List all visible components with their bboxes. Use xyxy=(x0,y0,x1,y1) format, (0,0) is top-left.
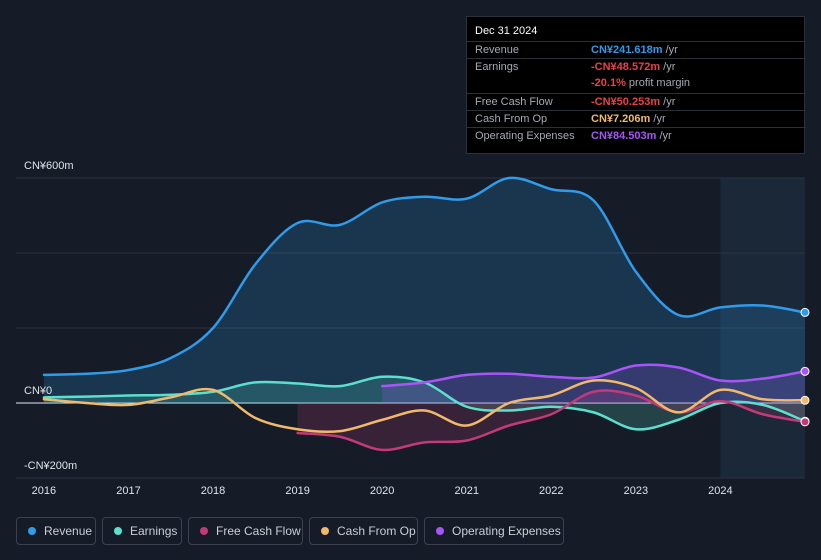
x-tick-label: 2023 xyxy=(623,485,649,497)
tooltip-row-value: -CN¥50.253m /yr xyxy=(591,96,675,108)
tooltip-value-unit: /yr xyxy=(656,130,672,142)
earnings-area xyxy=(43,376,806,430)
y-label-bottom: -CN¥200m xyxy=(24,460,78,472)
x-tick-label: 2020 xyxy=(369,485,395,497)
x-tick-label: 2022 xyxy=(539,485,564,497)
x-tick-label: 2024 xyxy=(708,485,733,497)
tooltip-row: Free Cash Flow -CN¥50.253m /yr xyxy=(467,93,806,111)
legend-item-earnings[interactable]: Earnings xyxy=(102,517,182,545)
free-cash-flow-line xyxy=(296,389,807,452)
legend-label: Revenue xyxy=(44,524,93,538)
tooltip-row-value: -20.1% profit margin xyxy=(591,77,690,89)
tooltip-value-text: -CN¥48.572m xyxy=(591,61,661,73)
tooltip-row: Cash From Op CN¥7.206m /yr xyxy=(467,110,806,128)
tooltip-value-unit: /yr xyxy=(660,61,676,73)
tooltip-row-value: CN¥7.206m /yr xyxy=(591,113,666,125)
legend-dot-icon xyxy=(321,527,329,535)
legend-item-cash-from-op[interactable]: Cash From Op xyxy=(309,517,418,545)
x-tick-label: 2021 xyxy=(454,485,479,497)
legend-dot-icon xyxy=(200,527,208,535)
free-cash-flow-area xyxy=(297,390,805,450)
tooltip-value-unit: /yr xyxy=(650,113,666,125)
tooltip-row-label: Operating Expenses xyxy=(475,130,575,142)
tooltip-row: Earnings -CN¥48.572m /yr xyxy=(467,58,806,76)
legend-item-operating-expenses[interactable]: Operating Expenses xyxy=(424,517,564,545)
legend-dot-icon xyxy=(28,527,36,535)
tooltip-row-label: Free Cash Flow xyxy=(475,96,553,108)
cash-from-op-line xyxy=(42,378,807,434)
tooltip-value-unit: profit margin xyxy=(625,77,691,89)
tooltip-date: Dec 31 2024 xyxy=(475,25,538,37)
tooltip-row-label: Earnings xyxy=(475,61,519,73)
tooltip-value-text: CN¥84.503m xyxy=(591,130,657,142)
revenue-line xyxy=(42,176,807,377)
x-tick-label: 2017 xyxy=(116,485,141,497)
tooltip-row-value: CN¥84.503m /yr xyxy=(591,130,672,142)
tooltip-row: Revenue CN¥241.618m /yr xyxy=(467,41,806,59)
tooltip-row-label: Revenue xyxy=(475,44,520,56)
y-label-top: CN¥600m xyxy=(24,160,74,172)
tooltip-value-text: CN¥7.206m xyxy=(591,113,651,125)
revenue-end-dot xyxy=(800,307,810,317)
legend-dot-icon xyxy=(436,527,444,535)
x-tick-label: 2016 xyxy=(31,485,57,497)
tooltip-value-unit: /yr xyxy=(660,96,676,108)
tooltip-row-value: -CN¥48.572m /yr xyxy=(591,61,675,73)
legend-item-revenue[interactable]: Revenue xyxy=(16,517,96,545)
free-cash-flow-end-dot xyxy=(800,417,810,427)
legend-label: Operating Expenses xyxy=(452,524,561,538)
operating-expenses-end-dot xyxy=(800,366,810,376)
operating-expenses-line xyxy=(380,363,807,388)
tooltip-value-text: CN¥241.618m xyxy=(591,44,663,56)
tooltip-value-text: -20.1% xyxy=(591,77,626,89)
legend-label: Cash From Op xyxy=(337,524,416,538)
series-end-dots xyxy=(800,307,810,427)
legend-label: Free Cash Flow xyxy=(216,524,301,538)
legend-item-free-cash-flow[interactable]: Free Cash Flow xyxy=(188,517,303,545)
legend-label: Earnings xyxy=(130,524,178,538)
tooltip-value-unit: /yr xyxy=(662,44,678,56)
tooltip-row: Operating Expenses CN¥84.503m /yr xyxy=(467,127,806,145)
x-tick-label: 2018 xyxy=(200,485,226,497)
series-lines xyxy=(42,176,807,452)
y-label-zero: CN¥0 xyxy=(24,385,53,397)
revenue-area xyxy=(43,177,806,403)
tooltip-value-text: -CN¥50.253m xyxy=(591,96,661,108)
tooltip-row-label: Cash From Op xyxy=(475,113,548,125)
x-tick-label: 2019 xyxy=(285,485,310,497)
legend-dot-icon xyxy=(114,527,122,535)
tooltip: Dec 31 2024 Revenue CN¥241.618m /yr Earnin… xyxy=(466,16,806,154)
tooltip-row-value: CN¥241.618m /yr xyxy=(591,44,678,56)
cash-from-op-end-dot xyxy=(800,395,810,405)
tooltip-row: -20.1% profit margin xyxy=(467,75,806,92)
